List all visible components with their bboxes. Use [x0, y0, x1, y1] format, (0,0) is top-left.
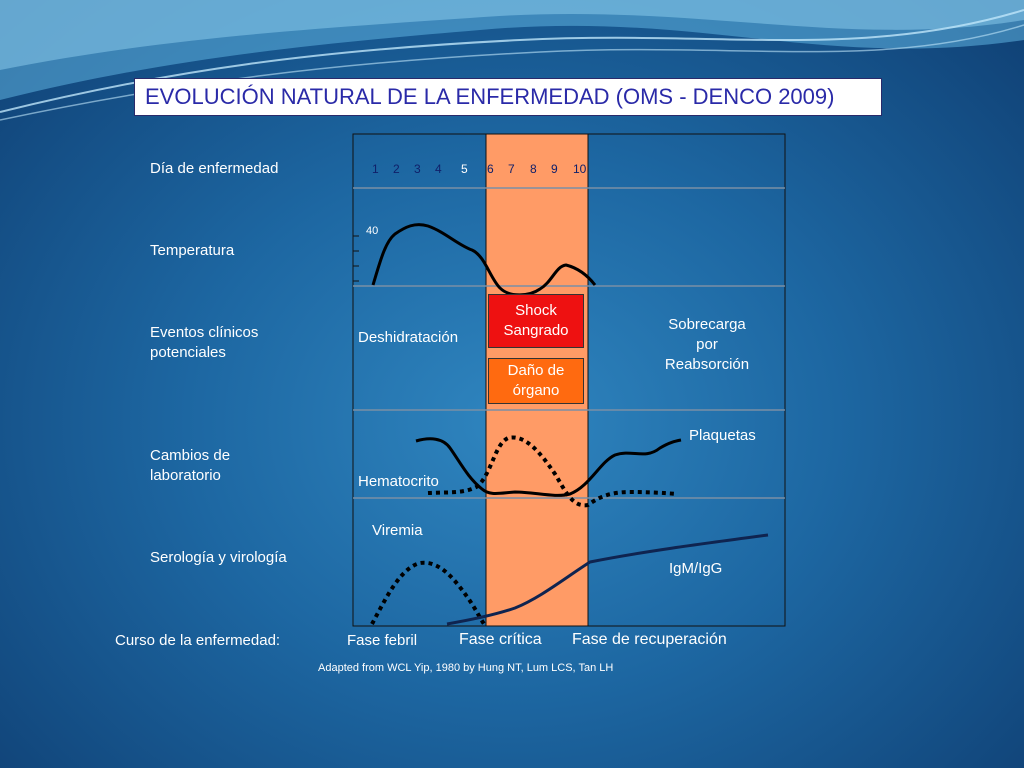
- platelets-curve: [427, 435, 678, 508]
- label-events-line2: potenciales: [150, 344, 226, 361]
- day-6: 6: [487, 162, 494, 176]
- lab-platelets-label: Plaquetas: [689, 427, 756, 444]
- phase-recovery-label: Fase de recuperación: [572, 631, 727, 648]
- event-organ-damage-box: Daño de órgano: [488, 358, 584, 404]
- event-shock-box: Shock Sangrado: [488, 294, 584, 348]
- event-organ-line1: Daño de: [507, 362, 565, 379]
- label-day: Día de enfermedad: [150, 160, 279, 177]
- day-10: 10: [573, 162, 587, 176]
- temperature-curve: [371, 223, 597, 297]
- temperature-tick-label: 40: [366, 225, 379, 237]
- course-label: Curso de la enfermedad:: [115, 632, 281, 649]
- event-overload-line2: por: [696, 336, 718, 353]
- day-7: 7: [508, 162, 515, 176]
- event-organ-line2: órgano: [512, 382, 560, 399]
- phase-febrile-label: Fase febril: [347, 632, 418, 649]
- slide-title: EVOLUCIÓN NATURAL DE LA ENFERMEDAD (OMS …: [134, 78, 882, 116]
- viremia-curve: [370, 560, 486, 626]
- day-9: 9: [551, 162, 558, 176]
- event-dehydration: Deshidratación: [358, 329, 459, 346]
- event-overload-line3: Reabsorción: [664, 356, 750, 373]
- hematocrit-curve: [415, 437, 682, 497]
- antibody-curve: [446, 533, 769, 626]
- temperature-ticks: [353, 235, 359, 282]
- label-events: Eventos clínicos potenciales: [150, 323, 258, 363]
- source-citation: Adapted from WCL Yip, 1980 by Hung NT, L…: [318, 662, 614, 674]
- label-lab-line2: laboratorio: [150, 467, 221, 484]
- label-lab-line1: Cambios de: [150, 447, 231, 464]
- serology-antibodies-label: IgM/IgG: [669, 560, 723, 577]
- grid-frame: [352, 133, 786, 627]
- label-temperature: Temperatura: [150, 242, 235, 259]
- day-5: 5: [461, 162, 468, 176]
- event-shock-line1: Shock: [515, 302, 557, 319]
- day-3: 3: [414, 162, 421, 176]
- day-8: 8: [530, 162, 537, 176]
- phase-critical-label: Fase crítica: [459, 631, 542, 648]
- serology-viremia-label: Viremia: [372, 522, 423, 539]
- label-events-line1: Eventos clínicos: [150, 324, 259, 341]
- label-serology: Serología y virología: [150, 549, 287, 566]
- day-4: 4: [435, 162, 442, 176]
- label-lab: Cambios de laboratorio: [150, 446, 230, 486]
- day-1: 1: [372, 162, 379, 176]
- event-shock-line2: Sangrado: [503, 322, 569, 339]
- event-overload-line1: Sobrecarga: [668, 316, 746, 333]
- lab-hematocrit-label: Hematocrito: [358, 473, 439, 490]
- day-2: 2: [393, 162, 400, 176]
- event-fluid-overload: Sobrecarga por Reabsorción: [655, 315, 759, 375]
